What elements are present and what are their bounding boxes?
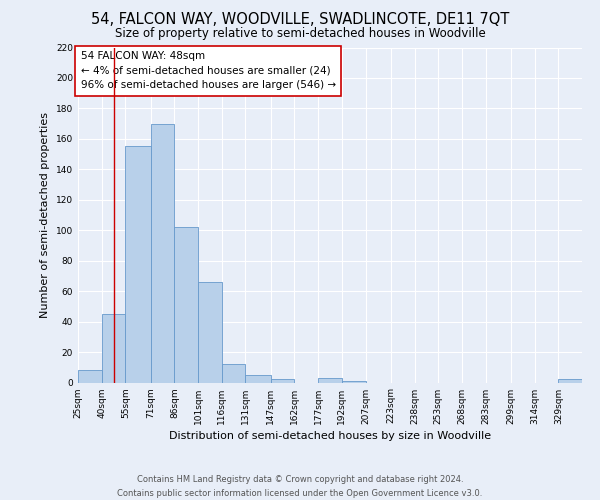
Bar	[318, 378, 342, 382]
Y-axis label: Number of semi-detached properties: Number of semi-detached properties	[40, 112, 50, 318]
Bar	[198, 282, 222, 382]
Text: 54 FALCON WAY: 48sqm
← 4% of semi-detached houses are smaller (24)
96% of semi-d: 54 FALCON WAY: 48sqm ← 4% of semi-detach…	[80, 51, 335, 90]
Bar	[151, 124, 175, 382]
X-axis label: Distribution of semi-detached houses by size in Woodville: Distribution of semi-detached houses by …	[169, 430, 491, 440]
Text: Contains HM Land Registry data © Crown copyright and database right 2024.
Contai: Contains HM Land Registry data © Crown c…	[118, 476, 482, 498]
Text: Size of property relative to semi-detached houses in Woodville: Size of property relative to semi-detach…	[115, 28, 485, 40]
Bar	[175, 227, 198, 382]
Bar	[222, 364, 245, 382]
Text: 54, FALCON WAY, WOODVILLE, SWADLINCOTE, DE11 7QT: 54, FALCON WAY, WOODVILLE, SWADLINCOTE, …	[91, 12, 509, 28]
Bar	[101, 314, 125, 382]
Bar	[559, 380, 582, 382]
Bar	[245, 375, 271, 382]
Bar	[78, 370, 101, 382]
Bar	[125, 146, 151, 382]
Bar	[271, 380, 295, 382]
Bar	[342, 381, 365, 382]
